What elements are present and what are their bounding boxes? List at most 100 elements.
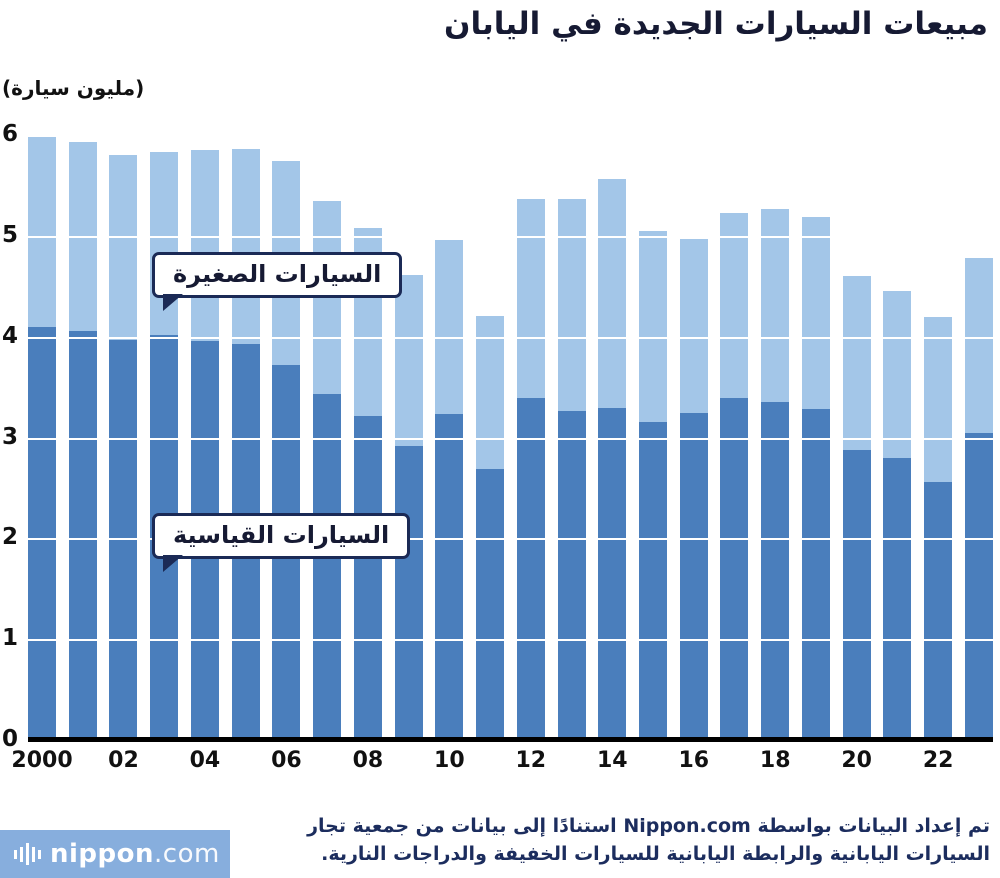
- bar-segment-standard-cars: [598, 408, 627, 740]
- nippon-logo: nippon.com: [0, 830, 230, 878]
- bar-segment-small-cars: [476, 315, 505, 469]
- callout-standard-cars-label: السيارات القياسية: [173, 521, 390, 549]
- x-tick-2000: 2000: [11, 748, 73, 773]
- bar-segment-small-cars: [190, 150, 219, 341]
- x-tick-2009: [395, 748, 423, 773]
- callout-standard-cars: السيارات القياسية: [152, 513, 411, 572]
- source-note-line2: السيارات اليابانية والرابطة اليابانية لل…: [321, 843, 990, 865]
- x-tick-2012: 12: [515, 748, 547, 773]
- x-tick-2001: [69, 748, 97, 773]
- callout-pointer-icon: [163, 294, 183, 311]
- gridline-1: [28, 639, 993, 642]
- bar-segment-standard-cars: [516, 398, 545, 740]
- source-note: تم إعداد البيانات بواسطة Nippon.com استن…: [240, 812, 990, 868]
- bar-segment-small-cars: [516, 198, 545, 399]
- bar-segment-small-cars: [761, 208, 790, 403]
- bar-2012: [516, 135, 545, 740]
- logo-name: nippon: [50, 839, 155, 869]
- bar-2022: [924, 135, 953, 740]
- x-tick-2010: 10: [434, 748, 465, 773]
- bar-segment-standard-cars: [761, 402, 790, 740]
- y-tick-2: 2: [2, 524, 19, 551]
- callout-pointer-icon: [163, 555, 183, 572]
- bar-segment-small-cars: [679, 238, 708, 414]
- bar-segment-standard-cars: [964, 433, 993, 740]
- bar-2000: [28, 135, 56, 740]
- x-tick-2018: 18: [759, 748, 791, 773]
- y-tick-5: 5: [2, 221, 19, 248]
- bar-2023: [964, 135, 993, 740]
- bar-segment-small-cars: [109, 155, 138, 340]
- gridline-2: [28, 538, 993, 541]
- bar-segment-small-cars: [557, 198, 586, 412]
- bar-segment-small-cars: [28, 137, 56, 327]
- bar-segment-standard-cars: [28, 326, 56, 740]
- bar-segment-standard-cars: [639, 422, 668, 740]
- bar-segment-small-cars: [883, 291, 912, 458]
- callout-small-cars: السيارات الصغيرة: [152, 252, 403, 311]
- y-tick-0: 0: [2, 726, 19, 752]
- x-tick-2011: [476, 748, 504, 773]
- bar-segment-standard-cars: [720, 398, 749, 740]
- x-tick-2013: [558, 748, 586, 773]
- bar-segment-standard-cars: [353, 416, 382, 740]
- x-tick-2006: 06: [271, 748, 302, 773]
- x-tick-2020: 20: [841, 748, 872, 773]
- bar-segment-small-cars: [801, 216, 830, 410]
- callout-small-cars-label: السيارات الصغيرة: [173, 260, 382, 288]
- chart-title: مبيعات السيارات الجديدة في اليابان: [443, 6, 988, 42]
- bar-2009: [394, 135, 423, 740]
- nippon-logo-text: nippon.com: [50, 839, 220, 869]
- bar-2017: [720, 135, 749, 740]
- bar-segment-small-cars: [435, 239, 464, 415]
- bar-segment-small-cars: [924, 316, 953, 482]
- bar-segment-standard-cars: [842, 449, 871, 740]
- bar-segment-standard-cars: [801, 409, 830, 740]
- bar-segment-standard-cars: [313, 394, 342, 740]
- bar-segment-small-cars: [231, 149, 260, 344]
- x-tick-2004: 04: [189, 748, 221, 773]
- soundwave-icon: [14, 843, 41, 865]
- x-axis-line: [28, 737, 993, 742]
- bar-segment-standard-cars: [394, 445, 423, 740]
- bar-2020: [842, 135, 871, 740]
- bar-segment-small-cars: [720, 212, 749, 399]
- bar-2016: [679, 135, 708, 740]
- bar-2014: [598, 135, 627, 740]
- bar-segment-small-cars: [639, 230, 668, 423]
- bar-segment-standard-cars: [924, 481, 953, 740]
- y-axis-unit-label: (مليون سيارة): [2, 76, 145, 100]
- x-tick-2017: [720, 748, 748, 773]
- gridline-4: [28, 336, 993, 339]
- x-tick-2002: 02: [108, 748, 139, 773]
- y-tick-3: 3: [2, 423, 19, 450]
- bar-segment-standard-cars: [68, 330, 97, 740]
- bar-segment-standard-cars: [476, 468, 505, 740]
- bar-segment-standard-cars: [679, 413, 708, 740]
- x-tick-2023: [965, 748, 993, 773]
- bar-2021: [883, 135, 912, 740]
- gridline-3: [28, 437, 993, 440]
- y-tick-6: 6: [2, 121, 19, 147]
- bar-segment-small-cars: [964, 258, 993, 434]
- bar-segment-small-cars: [598, 179, 627, 409]
- gridline-5: [28, 235, 993, 238]
- bar-2015: [639, 135, 668, 740]
- x-tick-2008: 08: [352, 748, 384, 773]
- bar-segment-small-cars: [842, 276, 871, 450]
- bar-segment-standard-cars: [883, 457, 912, 740]
- plot-area: [28, 135, 993, 742]
- x-tick-2007: [313, 748, 341, 773]
- bar-2019: [801, 135, 830, 740]
- bar-segment-small-cars: [394, 275, 423, 446]
- x-tick-2003: [150, 748, 178, 773]
- bar-2018: [761, 135, 790, 740]
- x-tick-2005: [232, 748, 260, 773]
- x-axis-tick-labels: 2000 02 04 06 08 10 12 14 16 18 20 22: [11, 748, 993, 773]
- x-tick-2015: [639, 748, 667, 773]
- y-tick-1: 1: [2, 625, 19, 652]
- bar-2010: [435, 135, 464, 740]
- bar-segment-standard-cars: [557, 411, 586, 740]
- bars: [28, 135, 993, 740]
- y-tick-4: 4: [2, 322, 19, 349]
